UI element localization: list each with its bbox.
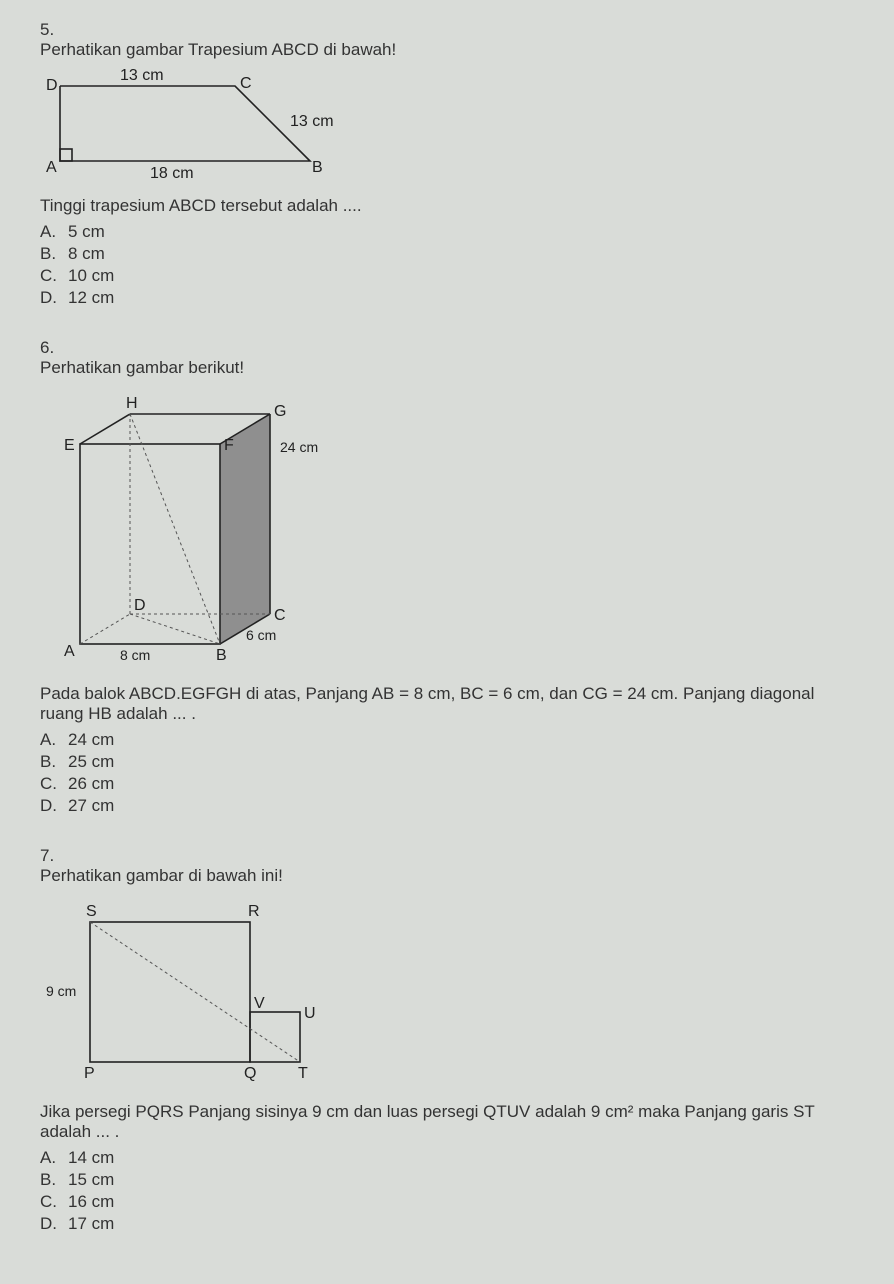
label-F: F: [224, 437, 234, 454]
q5-opt-d[interactable]: D.12 cm: [40, 288, 840, 308]
squares-figure: S R V U P Q T 9 cm: [40, 892, 360, 1092]
label-height: 24 cm: [280, 439, 318, 455]
label-S: S: [86, 903, 97, 920]
label-D: D: [46, 77, 58, 94]
label-V: V: [254, 995, 265, 1012]
q7-body: Perhatikan gambar di bawah ini! S R V U …: [40, 866, 840, 1236]
label-B: B: [216, 647, 227, 664]
question-5: 5. Perhatikan gambar Trapesium ABCD di b…: [40, 20, 864, 310]
q7-options: A.14 cm B.15 cm C.16 cm D.17 cm: [40, 1148, 840, 1234]
label-C: C: [274, 607, 286, 624]
question-7: 7. Perhatikan gambar di bawah ini! S R V…: [40, 846, 864, 1236]
q6-opt-c[interactable]: C.26 cm: [40, 774, 840, 794]
q6-text: Pada balok ABCD.EGFGH di atas, Panjang A…: [40, 684, 840, 724]
q6-number: 6.: [40, 338, 64, 358]
label-bottom: 18 cm: [150, 165, 194, 182]
label-P: P: [84, 1065, 95, 1082]
q5-number: 5.: [40, 20, 64, 40]
label-A: A: [46, 159, 57, 176]
label-right: 13 cm: [290, 113, 334, 130]
q5-title: Perhatikan gambar Trapesium ABCD di bawa…: [40, 40, 840, 60]
label-top: 13 cm: [120, 67, 164, 84]
q5-opt-c[interactable]: C.10 cm: [40, 266, 840, 286]
label-A: A: [64, 643, 75, 660]
label-width: 8 cm: [120, 647, 150, 663]
q6-options: A.24 cm B.25 cm C.26 cm D.27 cm: [40, 730, 840, 816]
trapezium-figure: D C A B 13 cm 13 cm 18 cm: [40, 66, 370, 186]
q7-opt-d[interactable]: D.17 cm: [40, 1214, 840, 1234]
q6-title: Perhatikan gambar berikut!: [40, 358, 840, 378]
label-U: U: [304, 1005, 316, 1022]
q7-title: Perhatikan gambar di bawah ini!: [40, 866, 840, 886]
label-G: G: [274, 403, 286, 420]
label-D: D: [134, 597, 146, 614]
label-depth: 6 cm: [246, 627, 276, 643]
q5-opt-a[interactable]: A.5 cm: [40, 222, 840, 242]
q7-number: 7.: [40, 846, 64, 866]
label-B: B: [312, 159, 323, 176]
q7-opt-a[interactable]: A.14 cm: [40, 1148, 840, 1168]
cuboid-figure: H G E F D C A B 24 cm 6 cm 8 cm: [40, 384, 340, 674]
q7-opt-c[interactable]: C.16 cm: [40, 1192, 840, 1212]
label-H: H: [126, 395, 138, 412]
q5-body: Perhatikan gambar Trapesium ABCD di bawa…: [40, 40, 840, 310]
question-6: 6. Perhatikan gambar berikut! H G E F D …: [40, 338, 864, 818]
q7-text: Jika persegi PQRS Panjang sisinya 9 cm d…: [40, 1102, 840, 1142]
label-side: 9 cm: [46, 983, 76, 999]
label-E: E: [64, 437, 75, 454]
q6-body: Perhatikan gambar berikut! H G E F D C A…: [40, 358, 840, 818]
q6-opt-b[interactable]: B.25 cm: [40, 752, 840, 772]
q6-opt-d[interactable]: D.27 cm: [40, 796, 840, 816]
q7-opt-b[interactable]: B.15 cm: [40, 1170, 840, 1190]
q5-question: Tinggi trapesium ABCD tersebut adalah ..…: [40, 196, 840, 216]
label-T: T: [298, 1065, 308, 1082]
q5-opt-b[interactable]: B.8 cm: [40, 244, 840, 264]
label-Q: Q: [244, 1065, 256, 1082]
q6-opt-a[interactable]: A.24 cm: [40, 730, 840, 750]
q5-options: A.5 cm B.8 cm C.10 cm D.12 cm: [40, 222, 840, 308]
label-C: C: [240, 75, 252, 92]
label-R: R: [248, 903, 260, 920]
